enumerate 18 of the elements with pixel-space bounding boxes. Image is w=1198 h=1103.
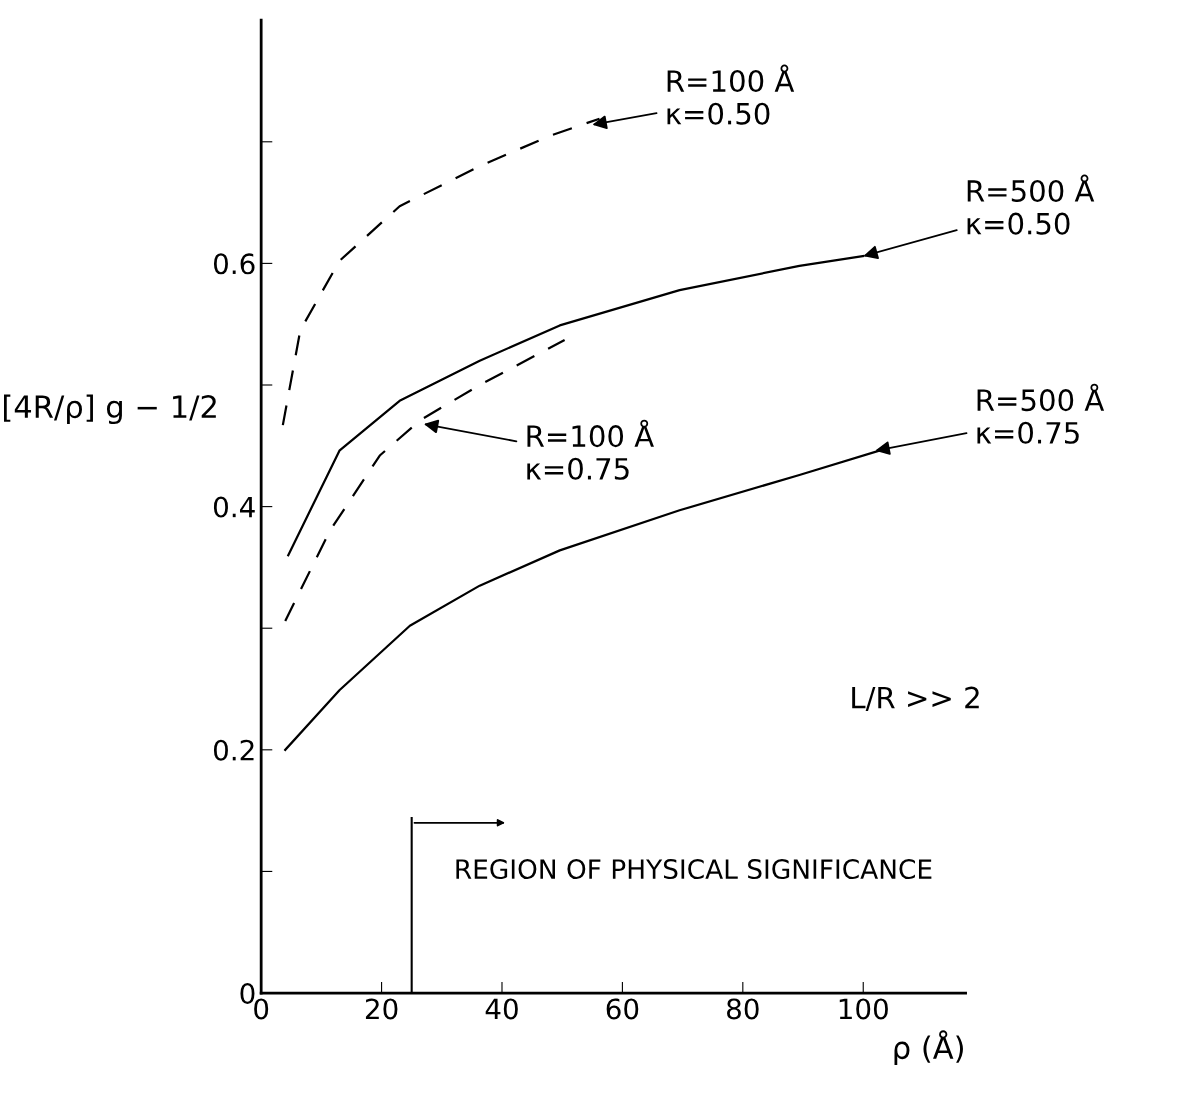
x-tick-label: 60: [606, 998, 639, 1020]
y-axis-title: [4R/ρ] g − 1/2: [4, 394, 216, 425]
annotation: R=500 Å κ=0.50: [967, 174, 1095, 235]
x-axis-title: ρ (Å): [894, 1030, 963, 1066]
annotation: R=100 Å κ=0.75: [527, 419, 654, 480]
y-tick-label: 0.2: [213, 739, 254, 761]
annotation: R=100 Å κ=0.50: [667, 64, 795, 125]
y-tick-label: 0: [240, 982, 255, 1004]
x-tick-label: 0: [254, 998, 269, 1020]
x-tick-label: 40: [485, 998, 518, 1020]
x-tick-label: 80: [727, 998, 759, 1020]
x-tick-label: 100: [839, 998, 888, 1020]
x-tick-label: 20: [365, 998, 398, 1020]
y-tick-label: 0.4: [213, 496, 255, 518]
ref-line-label: REGION OF PHYSICAL SIGNIFICANCE: [456, 859, 932, 880]
y-tick-label: 0.6: [213, 253, 255, 275]
annotation: L/R >> 2: [852, 686, 979, 711]
annotation: R=500 Å κ=0.75: [977, 383, 1105, 444]
